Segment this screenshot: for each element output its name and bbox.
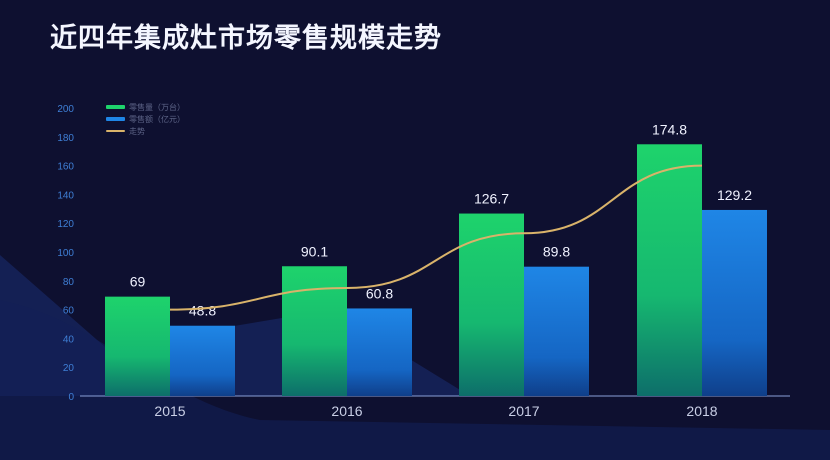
legend-label: 零售量（万台） — [129, 102, 185, 112]
bar-volume — [459, 213, 524, 396]
data-label: 126.7 — [474, 191, 509, 207]
trend-line — [169, 164, 703, 311]
y-tick-label: 0 — [68, 392, 74, 403]
legend-label: 零售额（亿元） — [129, 114, 185, 124]
bar-revenue — [347, 308, 412, 396]
bar-volume — [105, 296, 170, 396]
legend-swatch — [106, 117, 125, 121]
bar-volume — [282, 266, 347, 396]
legend-label: 走势 — [129, 126, 145, 136]
y-tick-label: 160 — [57, 162, 74, 173]
y-tick-label: 120 — [57, 219, 74, 230]
y-tick-label: 80 — [63, 277, 75, 288]
legend-swatch — [106, 105, 125, 109]
data-label: 174.8 — [652, 121, 687, 137]
data-label: 48.8 — [189, 303, 216, 319]
y-tick-label: 200 — [57, 104, 74, 115]
x-tick-label: 2015 — [154, 403, 185, 419]
y-tick-label: 100 — [57, 248, 74, 259]
bar-revenue — [524, 266, 589, 396]
y-tick-label: 60 — [63, 306, 75, 317]
legend-swatch — [106, 130, 125, 132]
chart-title: 近四年集成灶市场零售规模走势 — [50, 23, 442, 54]
data-label: 69 — [130, 274, 146, 290]
bar-revenue — [702, 209, 767, 396]
background-wave — [0, 300, 830, 460]
y-tick-label: 140 — [57, 190, 74, 201]
bar-volume — [637, 144, 702, 396]
data-label: 129.2 — [717, 187, 752, 203]
data-label: 90.1 — [301, 243, 328, 259]
x-tick-label: 2017 — [508, 403, 539, 419]
y-tick-label: 20 — [63, 363, 75, 374]
y-tick-label: 40 — [63, 334, 75, 345]
data-label: 89.8 — [543, 244, 570, 260]
x-tick-label: 2018 — [686, 403, 717, 419]
y-tick-label: 180 — [57, 133, 74, 144]
bar-revenue — [170, 325, 235, 396]
data-label: 60.8 — [366, 285, 393, 301]
x-tick-label: 2016 — [331, 403, 362, 419]
